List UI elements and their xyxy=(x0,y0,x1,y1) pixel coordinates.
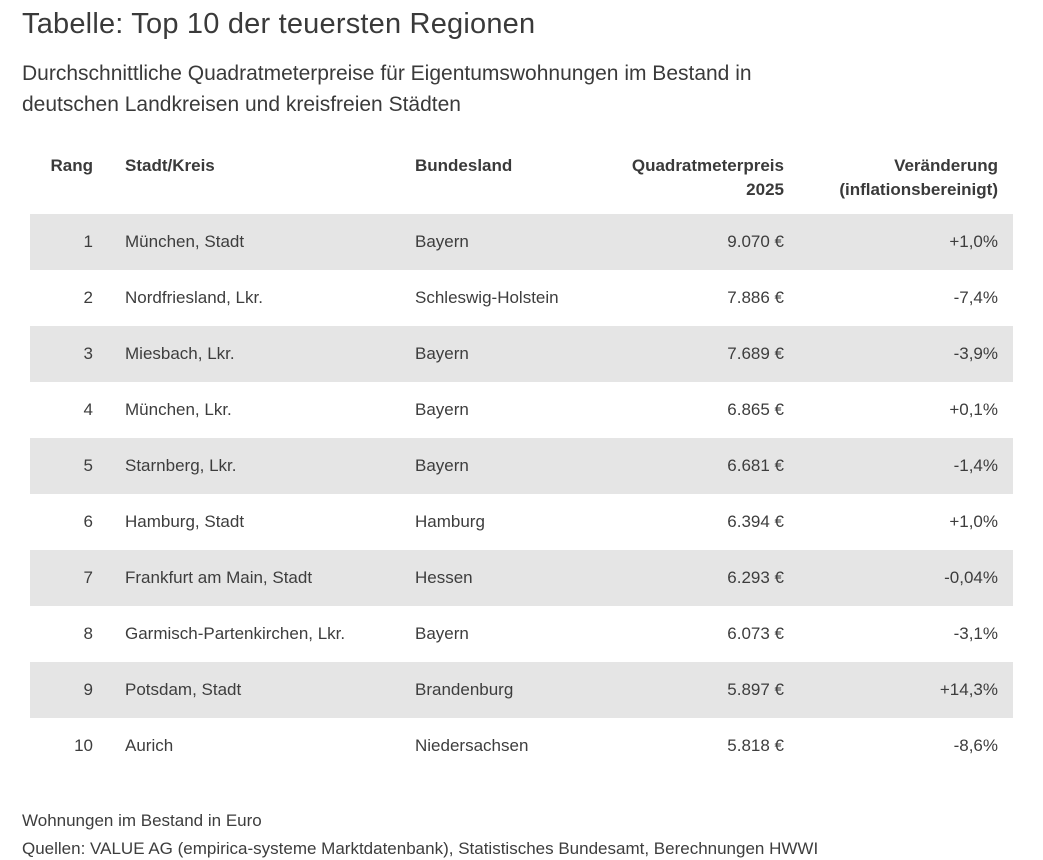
table-row: 3 Miesbach, Lkr. Bayern 7.689 € -3,9% xyxy=(30,326,1013,382)
price-cell: 6.073 € xyxy=(585,606,784,662)
state-cell: Bayern xyxy=(415,438,585,494)
price-cell: 5.897 € xyxy=(585,662,784,718)
change-cell: +1,0% xyxy=(784,214,1013,270)
state-cell: Niedersachsen xyxy=(415,718,585,774)
rank-cell: 8 xyxy=(30,606,93,662)
rank-cell: 6 xyxy=(30,494,93,550)
table-row: 10 Aurich Niedersachsen 5.818 € -8,6% xyxy=(30,718,1013,774)
price-cell: 6.394 € xyxy=(585,494,784,550)
table-row: 5 Starnberg, Lkr. Bayern 6.681 € -1,4% xyxy=(30,438,1013,494)
change-cell: -1,4% xyxy=(784,438,1013,494)
top10-regions-table: Rang Stadt/Kreis Bundesland Quadratmeter… xyxy=(30,146,1013,774)
price-cell: 6.865 € xyxy=(585,382,784,438)
table-container: Rang Stadt/Kreis Bundesland Quadratmeter… xyxy=(30,146,1013,774)
city-cell: Hamburg, Stadt xyxy=(93,494,415,550)
state-cell: Bayern xyxy=(415,606,585,662)
rank-cell: 2 xyxy=(30,270,93,326)
rank-cell: 4 xyxy=(30,382,93,438)
rank-cell: 10 xyxy=(30,718,93,774)
rank-cell: 7 xyxy=(30,550,93,606)
city-cell: Aurich xyxy=(93,718,415,774)
table-row: 4 München, Lkr. Bayern 6.865 € +0,1% xyxy=(30,382,1013,438)
change-cell: -3,9% xyxy=(784,326,1013,382)
table-body: 1 München, Stadt Bayern 9.070 € +1,0% 2 … xyxy=(30,214,1013,774)
change-cell: -8,6% xyxy=(784,718,1013,774)
column-header-bundesland: Bundesland xyxy=(415,156,513,175)
price-cell: 9.070 € xyxy=(585,214,784,270)
footnotes: Wohnungen im Bestand in Euro Quellen: VA… xyxy=(22,807,1013,860)
state-cell: Brandenburg xyxy=(415,662,585,718)
rank-cell: 1 xyxy=(30,214,93,270)
price-cell: 6.681 € xyxy=(585,438,784,494)
city-cell: Nordfriesland, Lkr. xyxy=(93,270,415,326)
change-cell: -0,04% xyxy=(784,550,1013,606)
column-header-veraenderung: Veränderung (inflationsbereinigt) xyxy=(839,156,998,199)
state-cell: Bayern xyxy=(415,214,585,270)
rank-cell: 5 xyxy=(30,438,93,494)
change-cell: -3,1% xyxy=(784,606,1013,662)
subtitle-line-1: Durchschnittliche Quadratmeterpreise für… xyxy=(22,62,752,85)
price-cell: 6.293 € xyxy=(585,550,784,606)
table-row: 1 München, Stadt Bayern 9.070 € +1,0% xyxy=(30,214,1013,270)
table-row: 6 Hamburg, Stadt Hamburg 6.394 € +1,0% xyxy=(30,494,1013,550)
city-cell: Frankfurt am Main, Stadt xyxy=(93,550,415,606)
price-cell: 5.818 € xyxy=(585,718,784,774)
table-header: Rang Stadt/Kreis Bundesland Quadratmeter… xyxy=(30,146,1013,214)
subtitle-line-2: deutschen Landkreisen und kreisfreien St… xyxy=(22,93,461,116)
state-cell: Hamburg xyxy=(415,494,585,550)
change-cell: +14,3% xyxy=(784,662,1013,718)
state-cell: Bayern xyxy=(415,326,585,382)
city-cell: München, Stadt xyxy=(93,214,415,270)
city-cell: Potsdam, Stadt xyxy=(93,662,415,718)
city-cell: München, Lkr. xyxy=(93,382,415,438)
page-subtitle: Durchschnittliche Quadratmeterpreise für… xyxy=(22,58,1013,120)
change-cell: +0,1% xyxy=(784,382,1013,438)
city-cell: Garmisch-Partenkirchen, Lkr. xyxy=(93,606,415,662)
table-row: 8 Garmisch-Partenkirchen, Lkr. Bayern 6.… xyxy=(30,606,1013,662)
table-row: 9 Potsdam, Stadt Brandenburg 5.897 € +14… xyxy=(30,662,1013,718)
rank-cell: 3 xyxy=(30,326,93,382)
footnote-sources: Quellen: VALUE AG (empirica-systeme Mark… xyxy=(22,839,819,858)
price-cell: 7.689 € xyxy=(585,326,784,382)
column-header-stadt-kreis: Stadt/Kreis xyxy=(125,156,215,175)
table-row: 2 Nordfriesland, Lkr. Schleswig-Holstein… xyxy=(30,270,1013,326)
price-cell: 7.886 € xyxy=(585,270,784,326)
change-cell: +1,0% xyxy=(784,494,1013,550)
column-header-quadratmeterpreis: Quadratmeterpreis 2025 xyxy=(631,156,784,199)
column-header-rang: Rang xyxy=(50,156,94,175)
footnote-unit: Wohnungen im Bestand in Euro xyxy=(22,811,262,830)
state-cell: Bayern xyxy=(415,382,585,438)
city-cell: Starnberg, Lkr. xyxy=(93,438,415,494)
header-row: Rang Stadt/Kreis Bundesland Quadratmeter… xyxy=(30,146,1013,214)
city-cell: Miesbach, Lkr. xyxy=(93,326,415,382)
rank-cell: 9 xyxy=(30,662,93,718)
page-title: Tabelle: Top 10 der teuersten Regionen xyxy=(22,8,536,40)
state-cell: Hessen xyxy=(415,550,585,606)
change-cell: -7,4% xyxy=(784,270,1013,326)
table-row: 7 Frankfurt am Main, Stadt Hessen 6.293 … xyxy=(30,550,1013,606)
state-cell: Schleswig-Holstein xyxy=(415,270,585,326)
